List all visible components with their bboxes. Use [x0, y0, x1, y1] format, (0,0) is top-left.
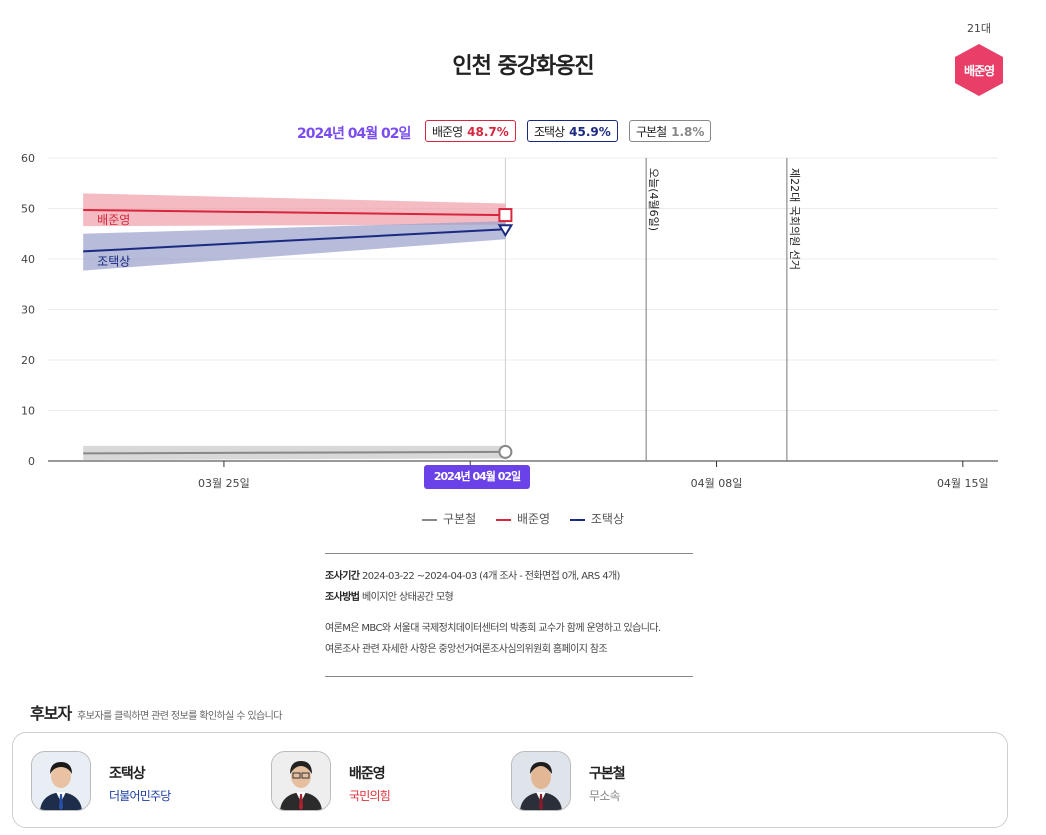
legend-item-jotaeksang[interactable]: 조택상 — [569, 510, 625, 527]
legend-label: 구본철 — [442, 512, 477, 526]
page-title: 인천 중강화옹진 — [452, 54, 594, 79]
candidate-card-baejunyeong[interactable]: 배준영 국민의힘 — [271, 751, 491, 813]
cursor-date-tooltip: 2024년 04월 02일 — [424, 465, 530, 489]
y-tick-label: 30 — [21, 304, 35, 317]
legend-label: 조택상 — [590, 512, 625, 526]
x-tick-label: 04월 08일 — [691, 476, 743, 490]
legend-item-gubonchul[interactable]: 구본철 — [421, 510, 477, 527]
end-marker-triangle — [497, 224, 514, 238]
y-tick-label: 10 — [21, 405, 35, 418]
candidate-party: 더불어민주당 — [109, 789, 171, 803]
end-marker-square — [498, 208, 513, 223]
selected-date-bar: 2024년 04월 02일 배준영 48.7% 조택상 45.9% 구본철 1.8% — [0, 120, 1046, 146]
person-photo-icon — [32, 752, 90, 810]
badge-name: 배준영 — [963, 64, 995, 78]
survey-method: 조사방법 베이지안 상태공간 모형 — [325, 587, 693, 608]
survey-note-1: 여론M은 MBC와 서울대 국제정치데이터센터의 박종희 교수가 함께 운영하고… — [325, 623, 661, 634]
survey-period: 조사기간 2024-03-22 ~2024-04-03 (4개 조사 - 전화면… — [325, 566, 693, 587]
pill-name: 구본철 — [636, 125, 667, 139]
person-photo-icon — [512, 752, 570, 810]
legend-label: 배준영 — [516, 512, 551, 526]
survey-method-label: 조사방법 — [325, 592, 360, 603]
confidence-bands — [83, 193, 506, 460]
survey-method-value: 베이지안 상태공간 모형 — [362, 592, 454, 603]
chart-legend: 구본철 배준영 조택상 — [0, 510, 1046, 527]
pill-baejunyeong: 배준영 48.7% — [425, 120, 516, 142]
candidates-hint: 후보자를 클릭하면 관련 정보를 확인하실 수 있습니다 — [77, 711, 282, 722]
candidate-card-gubonchul[interactable]: 구본철 무소속 — [511, 751, 731, 813]
badge-hexagon-icon — [955, 44, 1003, 96]
series-lines — [83, 209, 506, 455]
pill-name: 배준영 — [432, 125, 463, 139]
selected-date: 2024년 04월 02일 — [297, 126, 411, 142]
survey-info: 조사기간 2024-03-22 ~2024-04-03 (4개 조사 - 전화면… — [325, 553, 693, 677]
legend-swatch — [421, 518, 437, 521]
candidate-name: 배준영 — [349, 766, 386, 782]
series-line — [83, 450, 506, 455]
legend-swatch — [495, 518, 511, 521]
pill-value: 45.9% — [569, 125, 611, 139]
x-tick-label: 04월 15일 — [937, 476, 989, 490]
avatar — [271, 751, 331, 811]
annotation-label: 제22대 국회의원 선거 — [788, 168, 801, 270]
pill-value: 48.7% — [467, 125, 509, 139]
series-line — [83, 228, 506, 253]
annotation-label: 오늘(4월6일) — [647, 168, 661, 231]
series-label: 조택상 — [97, 254, 130, 268]
y-tick-label: 0 — [28, 455, 35, 468]
confidence-band — [83, 221, 506, 271]
candidate-party: 국민의힘 — [349, 789, 391, 803]
candidates-panel: 조택상 더불어민주당 배준영 국민의힘 구본철 무소속 — [12, 732, 1008, 828]
end-markers — [497, 208, 514, 459]
y-tick-label: 40 — [21, 253, 35, 266]
survey-period-label: 조사기간 — [325, 571, 360, 582]
candidate-card-jotaeksang[interactable]: 조택상 더불어민주당 — [31, 751, 251, 813]
confidence-band — [83, 193, 506, 227]
pill-value: 1.8% — [671, 125, 705, 139]
survey-note-2: 여론조사 관련 자세한 사항은 중앙선거여론조사심의위원회 홈페이지 참조 — [325, 644, 608, 655]
legend-item-baejunyeong[interactable]: 배준영 — [495, 510, 551, 527]
legend-swatch — [569, 518, 585, 521]
y-tick-label: 50 — [21, 203, 35, 216]
badge-term: 21대 — [966, 22, 992, 35]
y-tick-label: 20 — [21, 354, 35, 367]
x-tick-label: 03월 25일 — [198, 476, 250, 490]
series-line — [83, 209, 506, 217]
avatar — [31, 751, 91, 811]
avatar — [511, 751, 571, 811]
pill-gubonchul: 구본철 1.8% — [629, 120, 712, 142]
y-tick-label: 60 — [21, 152, 35, 165]
series-label: 배준영 — [97, 213, 130, 227]
annotation-layer: 오늘(4월6일) 제22대 국회의원 선거 — [645, 158, 801, 461]
pill-jotaeksang: 조택상 45.9% — [527, 120, 618, 142]
survey-period-value: 2024-03-22 ~2024-04-03 (4개 조사 - 전화면접 0개,… — [362, 571, 620, 582]
candidate-party: 무소속 — [589, 789, 621, 803]
candidates-title: 후보자 — [30, 704, 72, 723]
person-photo-icon — [272, 752, 330, 810]
candidate-name: 구본철 — [589, 766, 626, 782]
candidates-header: 후보자 후보자를 클릭하면 관련 정보를 확인하실 수 있습니다 — [30, 700, 282, 724]
end-marker-circle — [498, 444, 513, 459]
pill-name: 조택상 — [534, 125, 565, 139]
winner-badge: 21대 배준영 — [950, 20, 1008, 96]
candidate-name: 조택상 — [109, 766, 146, 782]
